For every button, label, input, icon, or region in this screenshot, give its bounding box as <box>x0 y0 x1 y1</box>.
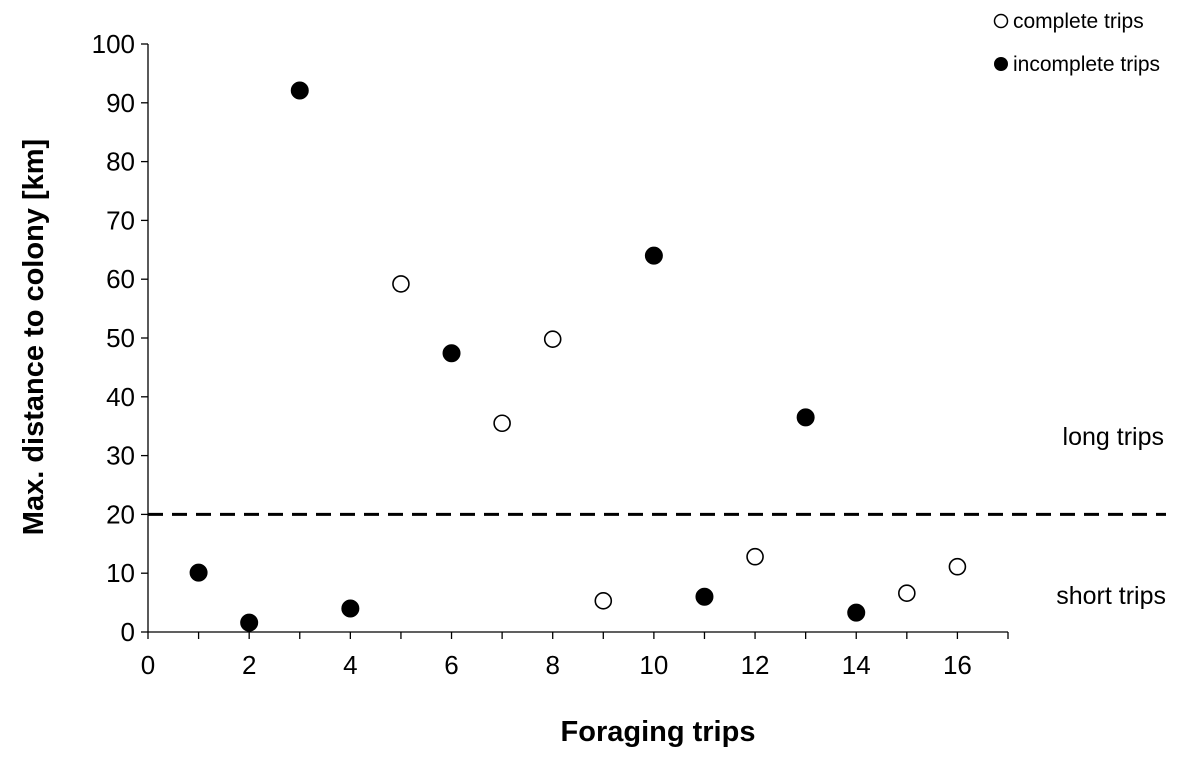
x-tick-label: 4 <box>343 650 357 680</box>
y-tick-label: 40 <box>106 382 135 412</box>
long-trips-label: long trips <box>1063 423 1164 451</box>
y-tick-label: 100 <box>92 29 135 59</box>
incomplete-trip-point <box>442 344 461 363</box>
x-tick-label: 8 <box>545 650 559 680</box>
x-tick-label: 10 <box>639 650 668 680</box>
incomplete-trip-point <box>644 246 663 265</box>
x-tick-label: 16 <box>943 650 972 680</box>
incomplete-trip-point <box>796 408 815 427</box>
y-tick-label: 50 <box>106 323 135 353</box>
y-axis-title: Max. distance to colony [km] <box>18 139 50 535</box>
incomplete-trip-point <box>341 599 360 618</box>
incomplete-trip-point <box>847 603 866 622</box>
short-trips-label: short trips <box>1056 582 1166 610</box>
x-tick-label: 2 <box>242 650 256 680</box>
complete-trip-point <box>898 584 916 602</box>
y-tick-label: 60 <box>106 264 135 294</box>
x-tick-label: 6 <box>444 650 458 680</box>
x-tick-label: 14 <box>842 650 871 680</box>
complete-trip-point <box>746 547 764 566</box>
complete-trip-point <box>493 414 511 433</box>
legend-label-incomplete: incomplete trips <box>1013 53 1160 76</box>
incomplete-trip-point <box>240 613 259 632</box>
complete-trip-point <box>392 275 410 293</box>
y-tick-label: 70 <box>106 205 135 235</box>
y-tick-label: 30 <box>106 441 135 471</box>
x-tick-label: 12 <box>741 650 770 680</box>
y-tick-label: 0 <box>121 617 135 647</box>
complete-trip-point <box>543 330 562 348</box>
incomplete-trip-point <box>290 81 309 100</box>
legend-label-complete: complete trips <box>1013 10 1144 33</box>
complete-trip-point <box>948 557 967 576</box>
x-tick-label: 0 <box>141 650 155 680</box>
y-tick-label: 90 <box>106 88 135 118</box>
y-tick-label: 10 <box>106 558 135 588</box>
incomplete-trip-point <box>695 587 714 606</box>
y-tick-label: 80 <box>106 147 135 177</box>
legend: complete trips incomplete trips <box>993 10 1160 76</box>
complete-trip-point <box>594 592 613 610</box>
x-axis-title: Foraging trips <box>561 716 756 748</box>
axes: 0 10 20 30 40 50 60 70 80 90 100 0 2 4 6 8 10 12 14 16 <box>92 29 1009 680</box>
legend-marker-complete <box>993 13 1009 29</box>
legend-marker-incomplete <box>994 57 1008 71</box>
y-tick-label: 20 <box>106 499 135 529</box>
data-points <box>189 81 967 632</box>
incomplete-trip-point <box>189 563 208 582</box>
